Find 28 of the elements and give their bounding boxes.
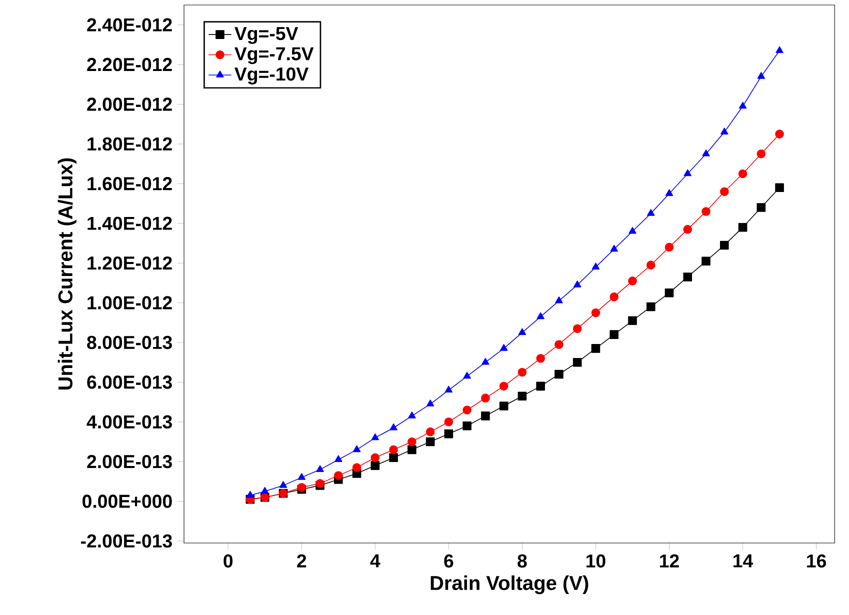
x-tick-label: 0 bbox=[224, 554, 233, 568]
y-tick-label: 2.00E-012 bbox=[87, 98, 172, 111]
y-tick-label: 2.40E-012 bbox=[87, 18, 172, 32]
y-tick-label: 8.00E-013 bbox=[87, 336, 172, 350]
legend-label: Vg=-7.5V bbox=[234, 47, 314, 64]
x-tick-label: 2 bbox=[297, 554, 306, 568]
y-tick-label: -2.00E-013 bbox=[81, 534, 172, 548]
legend-label: Vg=-10V bbox=[234, 67, 308, 84]
x-tick-label: 4 bbox=[370, 554, 380, 568]
y-tick-label: 1.20E-012 bbox=[88, 256, 172, 270]
y-tick-label: 6.00E-013 bbox=[87, 376, 172, 389]
y-tick-label: 2.20E-012 bbox=[87, 58, 172, 72]
y-tick-label: 1.60E-012 bbox=[88, 177, 172, 190]
y-axis-title: Unit-Lux Current (A/Lux) bbox=[58, 158, 76, 390]
y-tick-label: 1.80E-012 bbox=[88, 137, 172, 151]
x-tick-label: 16 bbox=[807, 554, 826, 568]
y-tick-label: 4.00E-013 bbox=[86, 415, 172, 429]
x-tick-label: 6 bbox=[444, 554, 454, 568]
x-tick-label: 12 bbox=[660, 554, 679, 568]
y-tick-label: 1.40E-012 bbox=[88, 216, 172, 230]
y-tick-label: 1.00E-012 bbox=[88, 296, 172, 310]
x-axis-title: Drain Voltage (V) bbox=[430, 575, 588, 594]
y-tick-label: 0.00E+000 bbox=[82, 494, 172, 508]
x-tick-label: 8 bbox=[518, 554, 527, 568]
y-tick-label: 2.00E-013 bbox=[87, 454, 172, 468]
legend-label: Vg=-5V bbox=[234, 27, 298, 44]
x-tick-label: 10 bbox=[586, 554, 606, 568]
x-tick-label: 14 bbox=[734, 554, 754, 568]
